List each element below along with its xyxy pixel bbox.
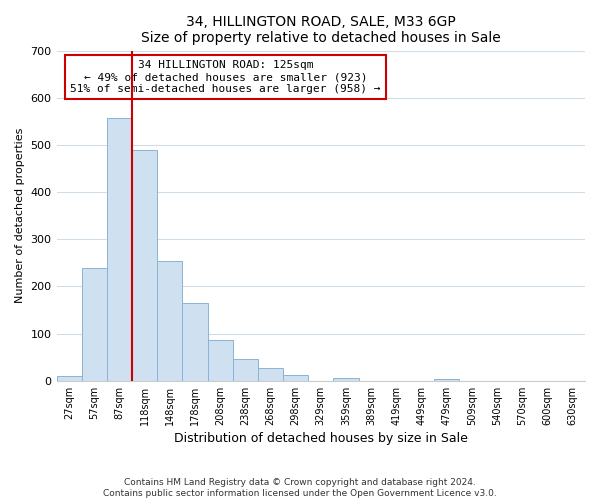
Bar xyxy=(283,375,308,381)
Bar xyxy=(233,359,258,381)
Bar xyxy=(82,268,107,381)
Bar xyxy=(208,340,233,381)
Y-axis label: Number of detached properties: Number of detached properties xyxy=(15,128,25,304)
X-axis label: Distribution of detached houses by size in Sale: Distribution of detached houses by size … xyxy=(174,432,468,445)
Bar xyxy=(334,378,359,381)
Bar xyxy=(182,303,208,381)
Title: 34, HILLINGTON ROAD, SALE, M33 6GP
Size of property relative to detached houses : 34, HILLINGTON ROAD, SALE, M33 6GP Size … xyxy=(141,15,500,45)
Bar xyxy=(107,118,132,381)
Text: 34 HILLINGTON ROAD: 125sqm
← 49% of detached houses are smaller (923)
51% of sem: 34 HILLINGTON ROAD: 125sqm ← 49% of deta… xyxy=(70,60,381,94)
Bar xyxy=(434,379,459,381)
Bar xyxy=(56,376,82,381)
Bar xyxy=(132,150,157,381)
Text: Contains HM Land Registry data © Crown copyright and database right 2024.
Contai: Contains HM Land Registry data © Crown c… xyxy=(103,478,497,498)
Bar xyxy=(157,260,182,381)
Bar xyxy=(258,368,283,381)
